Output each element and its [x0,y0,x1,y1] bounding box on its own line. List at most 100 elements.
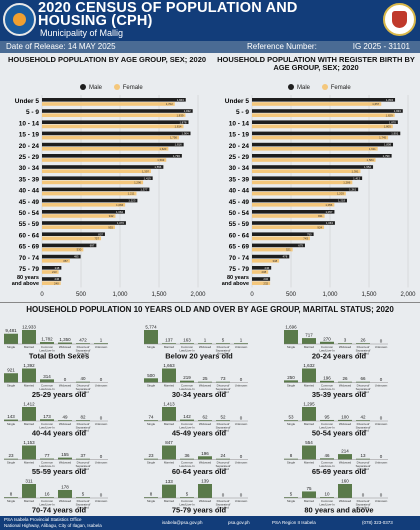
male-bar [252,131,401,136]
group-title: 30-34 years old [172,390,227,399]
y-tick-label: 5 - 9 [26,109,39,116]
x-tick-label: 0 [250,292,254,298]
y-tick-label: 60 - 64 [19,232,40,239]
category-label: Single [147,461,156,465]
category-label: Divorced/ [357,499,370,503]
male-bar [42,165,164,169]
data-label: 1,901 [391,132,398,136]
category-label: Law/Live-In [319,425,335,429]
category-label: Single [7,384,16,388]
data-label: 1,932 [184,109,191,113]
male-bar [42,243,97,248]
data-label: 62 [202,415,208,420]
data-label: 1,412 [23,402,35,407]
data-label: 1,153 [23,440,35,445]
category-label: Law/Live-In [319,502,335,506]
footer-phone: (078) 323-0373 [362,520,393,525]
data-label: 1,218 [338,199,345,203]
data-label: 46 [324,453,330,458]
data-label: 1 [100,338,103,343]
marital-bar [198,420,212,421]
marital-bar [356,458,370,460]
category-label: Widowed [199,384,212,388]
category-label: Annulled [357,467,369,471]
data-label: 8 [150,492,153,497]
category-label: Law/Live-In [179,348,195,352]
data-label: 0 [380,416,383,421]
category-label: Divorced/ [77,499,90,503]
marital-bar [284,458,298,460]
marital-bar [162,484,176,498]
marital-bar [40,458,54,460]
data-label: 208 [262,270,267,274]
female-bar [42,191,137,196]
female-bar [42,113,186,117]
female-bar [252,180,353,185]
data-label: 1,556 [154,165,161,169]
category-label: Law/Live-In [319,387,335,391]
category-label: Common [181,345,194,349]
marital-bar [338,419,352,421]
marital-bar [284,420,298,421]
data-label: 219 [183,375,191,380]
category-label: Single [287,345,296,349]
category-label: Widowed [339,422,352,426]
male-bar [252,254,290,259]
marital-bar [284,497,298,498]
group-title: 65-69 years old [312,467,367,476]
male-bar [252,277,271,281]
data-label: 178 [61,484,69,489]
data-label: 246 [265,266,270,270]
category-label: Widowed [339,345,352,349]
data-label: 240 [54,281,59,285]
marital-bar [338,454,352,460]
data-label: 942 [109,214,114,218]
category-label: Divorced/ [217,384,230,388]
data-label: 1,611 [369,147,376,151]
chart-1-legend: Male Female [80,84,153,91]
category-label: Separated/ [356,464,371,468]
data-label: 100 [341,414,349,419]
marital-bar [40,342,54,344]
marital-bar [162,343,176,344]
category-label: Unknown [235,499,248,503]
marital-bar [180,458,194,460]
data-label: 495 [74,255,79,259]
category-label: Annulled [77,506,89,510]
data-label: 1,295 [303,402,315,407]
category-label: Married [24,345,35,349]
data-label: 23 [8,453,14,458]
category-label: Law/Live-In [319,348,335,352]
data-label: 3 [344,338,347,343]
marital-bar [198,381,212,383]
category-label: Unknown [95,499,108,503]
data-label: 36 [184,453,190,458]
footer-facebook[interactable]: PSA Region II Isabela [272,520,316,525]
registered-birth-chart: 0 500 1,000 1,500 2,000 Under 5 1,834 1,657 5 - … [222,95,416,298]
marital-bar [320,380,334,383]
data-label: 250 [287,375,295,380]
category-label: Widowed [339,499,352,503]
category-label: Common [321,499,334,503]
footer-email[interactable]: isabela@psa.gov.ph [162,520,203,525]
x-tick-label: 1,500 [151,292,167,298]
chart-2-legend: Male Female [288,84,361,91]
category-label: Married [164,384,175,388]
y-tick-label: 60 - 64 [229,232,250,239]
marital-bar [76,420,90,421]
footer-office: PSA Isabela Provincial Statistics Office [4,517,82,522]
category-label: Separated/ [76,387,91,391]
y-tick-label: 15 - 19 [19,132,40,139]
title-line-1: 2020 CENSUS OF POPULATION AND [38,0,298,16]
data-label: 26 [342,376,348,381]
footer-website[interactable]: psa.gov.ph [228,520,250,525]
data-label: 155 [61,452,69,457]
data-label: 1,377 [140,188,147,192]
data-label: 66 [360,376,366,381]
category-label: Married [24,499,35,503]
data-label: 1,805 [384,125,391,129]
category-label: Married [24,384,35,388]
y-tick-label: Under 5 [225,98,250,105]
x-tick-label: 500 [76,292,87,298]
marital-bar [302,407,316,421]
